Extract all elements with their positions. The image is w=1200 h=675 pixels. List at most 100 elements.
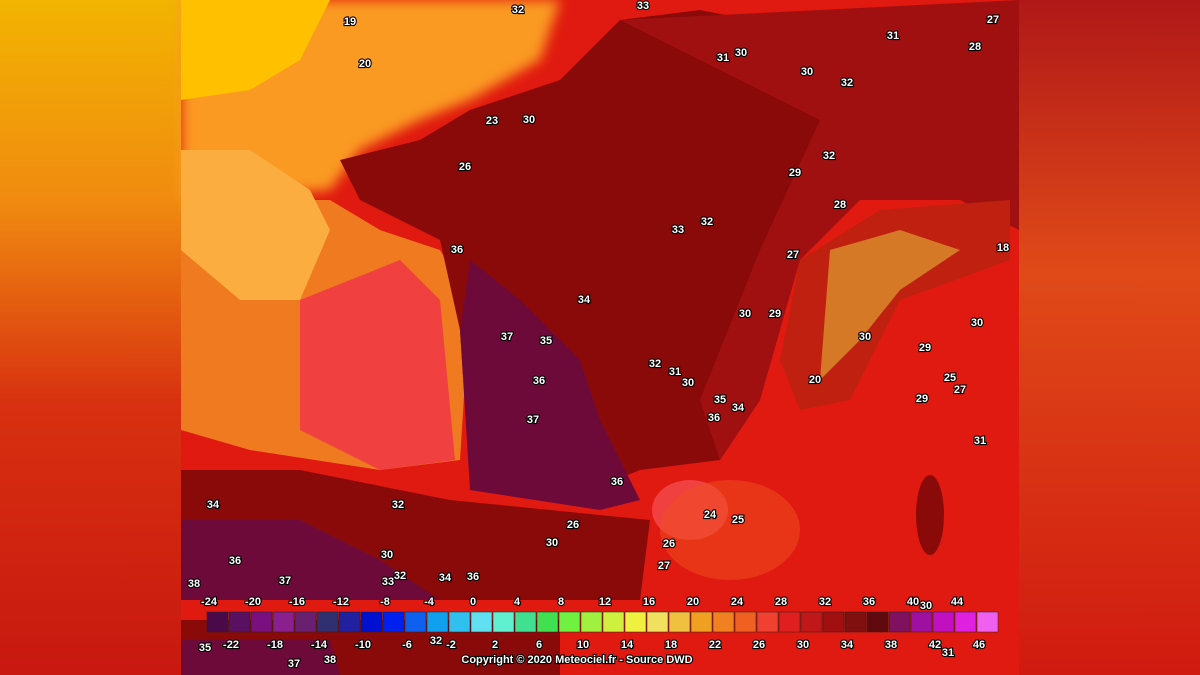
- scale-swatch: [382, 611, 405, 633]
- scale-label: 20: [687, 596, 699, 608]
- scale-swatch: [228, 611, 251, 633]
- temperature-label: 34: [439, 572, 452, 584]
- scale-swatch: [866, 611, 889, 633]
- scale-swatch: [932, 611, 955, 633]
- temperature-label: 34: [732, 402, 745, 414]
- scale-label: 22: [709, 639, 721, 651]
- scale-swatch: [976, 611, 999, 633]
- scale-swatch: [690, 611, 713, 633]
- scale-label: 2: [492, 639, 498, 651]
- scale-label: 40: [907, 596, 919, 608]
- temperature-label: 30: [801, 66, 813, 78]
- scale-label: -12: [333, 596, 349, 608]
- scale-label: 18: [665, 639, 677, 651]
- temperature-label: 37: [279, 575, 291, 587]
- scale-label: 42: [929, 639, 941, 651]
- temperature-label: 37: [527, 414, 539, 426]
- scale-swatch: [558, 611, 581, 633]
- temperature-label: 18: [997, 242, 1009, 254]
- temperature-label: 33: [672, 224, 684, 236]
- scale-swatch: [206, 611, 229, 633]
- temperature-label: 31: [887, 30, 899, 42]
- temperature-label: 29: [769, 308, 781, 320]
- scale-label: 14: [621, 639, 634, 651]
- temperature-label: 35: [714, 394, 726, 406]
- scale-label: -10: [355, 639, 371, 651]
- scale-swatch: [734, 611, 757, 633]
- scale-swatch: [272, 611, 295, 633]
- scale-swatch: [426, 611, 449, 633]
- temperature-label: 30: [682, 377, 694, 389]
- scale-label: -2: [446, 639, 456, 651]
- temperature-label: 28: [834, 199, 846, 211]
- temperature-label: 24: [704, 509, 717, 521]
- temperature-label: 30: [920, 600, 932, 612]
- scale-label: -18: [267, 639, 283, 651]
- temperature-label: 26: [567, 519, 579, 531]
- temperature-label: 33: [637, 0, 649, 12]
- scale-swatch: [778, 611, 801, 633]
- scale-swatch: [580, 611, 603, 633]
- temperature-label: 33: [382, 576, 394, 588]
- copyright: Copyright © 2020 Meteociel.fr - Source D…: [461, 654, 692, 666]
- scale-swatch: [602, 611, 625, 633]
- temperature-label: 30: [971, 317, 983, 329]
- temperature-label: 29: [919, 342, 931, 354]
- scale-swatch: [646, 611, 669, 633]
- temperature-label: 32: [392, 499, 404, 511]
- scale-swatch: [492, 611, 515, 633]
- scale-label: 4: [514, 596, 521, 608]
- scale-swatch: [536, 611, 559, 633]
- temperature-label: 36: [611, 476, 623, 488]
- scale-swatch: [800, 611, 823, 633]
- scale-swatch: [404, 611, 427, 633]
- temperature-label: 38: [324, 654, 336, 666]
- scale-swatch: [910, 611, 933, 633]
- scale-swatch: [756, 611, 779, 633]
- scale-label: -4: [424, 596, 435, 608]
- temperature-label: 32: [394, 570, 406, 582]
- scale-swatch: [316, 611, 339, 633]
- temperature-label: 28: [969, 41, 981, 53]
- scale-swatch: [448, 611, 471, 633]
- temperature-label: 36: [451, 244, 463, 256]
- scale-swatch: [844, 611, 867, 633]
- temperature-label: 37: [288, 658, 300, 670]
- temperature-label: 32: [823, 150, 835, 162]
- scale-label: 34: [841, 639, 854, 651]
- temperature-label: 31: [942, 647, 954, 659]
- scale-label: 0: [470, 596, 476, 608]
- temperature-label: 35: [199, 642, 211, 654]
- scale-label: 26: [753, 639, 765, 651]
- scale-label: -14: [311, 639, 328, 651]
- scale-label: 44: [951, 596, 964, 608]
- temperature-label: 35: [540, 335, 552, 347]
- temperature-label: 32: [512, 4, 524, 16]
- scale-label: -16: [289, 596, 305, 608]
- temperature-label: 36: [708, 412, 720, 424]
- temperature-label: 27: [954, 384, 966, 396]
- scale-label: 30: [797, 639, 809, 651]
- scale-swatch: [668, 611, 691, 633]
- temperature-label: 34: [207, 499, 220, 511]
- scale-label: 10: [577, 639, 589, 651]
- scale-swatch: [624, 611, 647, 633]
- temperature-label: 30: [546, 537, 558, 549]
- color-scale: -24 -20 -16 -12 -8 -4 0 4 8 12 16 20 24 28 32 36 40 44-22…: [200, 595, 999, 652]
- scale-label: 16: [643, 596, 655, 608]
- scale-swatch: [954, 611, 977, 633]
- scale-label: 32: [819, 596, 831, 608]
- scale-swatch: [822, 611, 845, 633]
- scale-label: -20: [245, 596, 261, 608]
- scale-swatch: [514, 611, 537, 633]
- temperature-label: 30: [739, 308, 751, 320]
- temperature-label: 25: [732, 514, 744, 526]
- temperature-label: 38: [188, 578, 200, 590]
- temperature-label: 25: [944, 372, 956, 384]
- temperature-label: 20: [809, 374, 821, 386]
- scale-swatch: [888, 611, 911, 633]
- scale-swatch: [470, 611, 493, 633]
- temperature-label: 30: [523, 114, 535, 126]
